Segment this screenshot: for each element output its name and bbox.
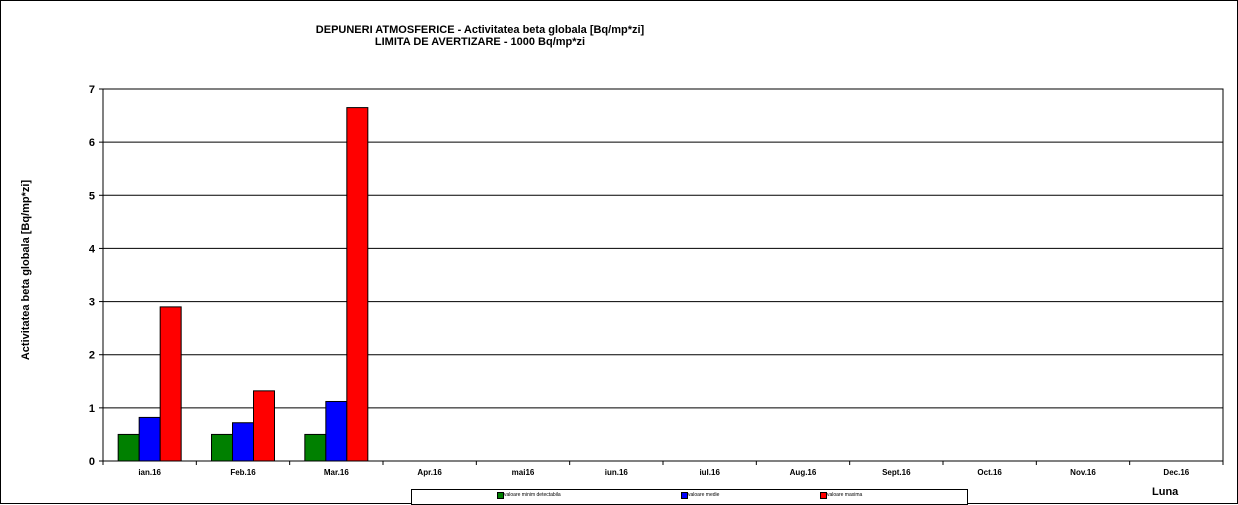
legend-label-medie: valoare medie [688, 492, 720, 498]
bar [232, 422, 254, 462]
legend-label-min: valoare minim detectabila [504, 492, 561, 498]
y-tick-label: 6 [89, 137, 95, 149]
y-tick-label: 2 [89, 350, 95, 362]
y-tick-label: 3 [89, 297, 95, 309]
y-tick-label: 5 [89, 190, 95, 202]
y-tick-label: 0 [89, 456, 95, 468]
x-tick-label: Mar.16 [324, 468, 349, 477]
y-tick-label: 7 [89, 84, 95, 96]
y-tick-label: 4 [89, 243, 96, 255]
bar [138, 416, 161, 462]
bar [211, 433, 233, 462]
x-tick-label: Oct.16 [977, 468, 1002, 477]
bar [159, 306, 182, 462]
x-tick-label: ian.16 [138, 468, 161, 477]
legend-label-maxima: valoare maxima [827, 492, 863, 498]
legend-swatch-min [497, 492, 504, 499]
chart-title: DEPUNERI ATMOSFERICE - Activitatea beta … [315, 24, 645, 36]
bar [304, 433, 327, 462]
bar [325, 400, 348, 462]
legend-swatch-maxima [820, 492, 827, 499]
x-tick-label: iul.16 [699, 468, 720, 477]
bar [346, 107, 369, 462]
x-tick-label: Feb.16 [230, 468, 256, 477]
x-tick-label: Aug.16 [790, 468, 817, 477]
bar [117, 433, 140, 462]
x-axis-label: Luna [1152, 486, 1179, 498]
bar [253, 390, 275, 462]
chart-subtitle: LIMITA DE AVERTIZARE - 1000 Bq/mp*zi [374, 36, 586, 48]
legend: valoare minim detectabila valoare medie … [411, 489, 968, 505]
x-tick-label: iun.16 [605, 468, 629, 477]
x-tick-label: mai16 [512, 468, 535, 477]
x-tick-label: Apr.16 [417, 468, 442, 477]
x-tick-label: Nov.16 [1070, 468, 1096, 477]
x-tick-label: Dec.16 [1163, 468, 1189, 477]
x-tick-label: Sept.16 [882, 468, 911, 477]
legend-swatch-medie [681, 492, 688, 499]
y-tick-label: 1 [89, 403, 95, 415]
